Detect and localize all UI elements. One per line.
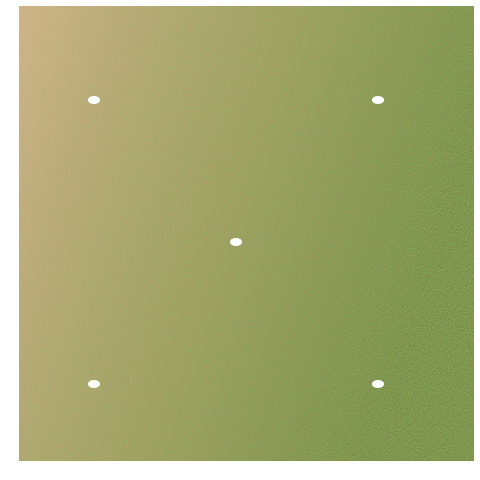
marker: [88, 380, 100, 388]
texture-noise: [19, 6, 474, 461]
marker: [372, 96, 384, 104]
marker: [372, 380, 384, 388]
marker: [230, 238, 242, 246]
markers: [88, 96, 384, 388]
marker: [88, 96, 100, 104]
